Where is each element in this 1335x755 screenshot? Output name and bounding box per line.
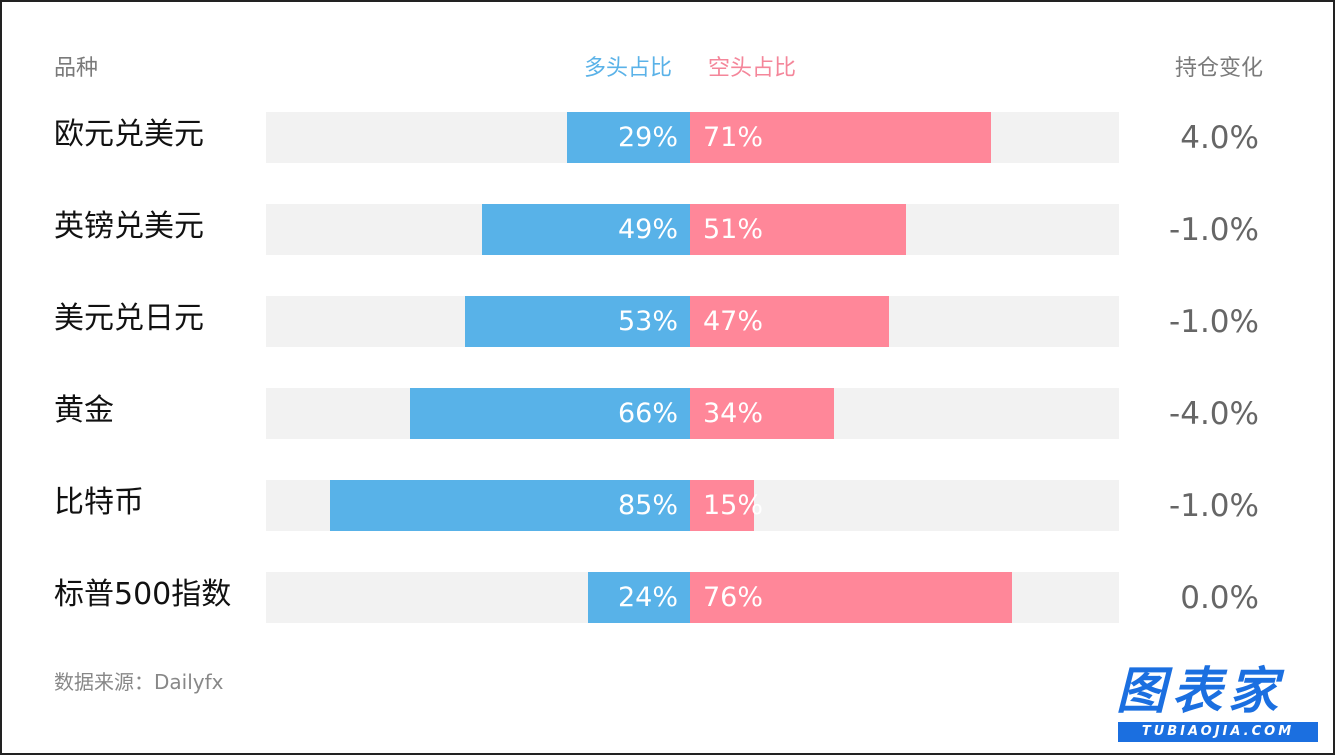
long-percent-label: 66%	[617, 398, 678, 429]
position-change: -1.0%	[1169, 212, 1259, 248]
short-percent-label: 34%	[703, 398, 764, 429]
category-label: 欧元兑美元	[54, 117, 204, 152]
short-percent-label: 15%	[703, 490, 764, 521]
brand-logo: 图表家 TUBIAOJIA.COM	[1114, 662, 1326, 744]
short-bar	[690, 572, 1013, 623]
category-label: 标普500指数	[54, 577, 232, 612]
short-percent-label: 71%	[703, 122, 764, 153]
long-bar	[588, 572, 690, 623]
logo-main-text: 图表家	[1116, 662, 1284, 720]
long-bar	[482, 204, 690, 255]
legend-long: 多头占比	[584, 56, 673, 81]
category-label: 黄金	[54, 393, 114, 428]
legend-short: 空头占比	[708, 56, 797, 81]
category-label: 比特币	[54, 485, 144, 520]
header-category: 品种	[54, 56, 99, 81]
position-change: 0.0%	[1180, 580, 1259, 616]
short-bar	[690, 112, 992, 163]
long-percent-label: 29%	[617, 122, 678, 153]
long-percent-label: 24%	[617, 582, 678, 613]
short-percent-label: 51%	[703, 214, 764, 245]
position-change: 4.0%	[1180, 120, 1259, 156]
category-label: 英镑兑美元	[54, 209, 204, 244]
short-bar	[690, 296, 890, 347]
long-percent-label: 53%	[617, 306, 678, 337]
short-bar	[690, 480, 754, 531]
short-bar	[690, 388, 835, 439]
long-bar	[567, 112, 690, 163]
short-bar	[690, 204, 907, 255]
position-change: -1.0%	[1169, 488, 1259, 524]
logo-sub-text: TUBIAOJIA.COM	[1118, 722, 1318, 742]
header-change: 持仓变化	[1174, 56, 1263, 81]
long-bar	[329, 480, 690, 531]
category-label: 美元兑日元	[54, 301, 204, 336]
long-percent-label: 49%	[617, 214, 678, 245]
position-change: -4.0%	[1169, 396, 1259, 432]
short-percent-label: 76%	[703, 582, 764, 613]
short-percent-label: 47%	[703, 306, 764, 337]
long-percent-label: 85%	[617, 490, 678, 521]
long-bar	[465, 296, 690, 347]
long-bar	[410, 388, 690, 439]
position-change: -1.0%	[1169, 304, 1259, 340]
source-note: 数据来源：Dailyfx	[54, 670, 224, 694]
